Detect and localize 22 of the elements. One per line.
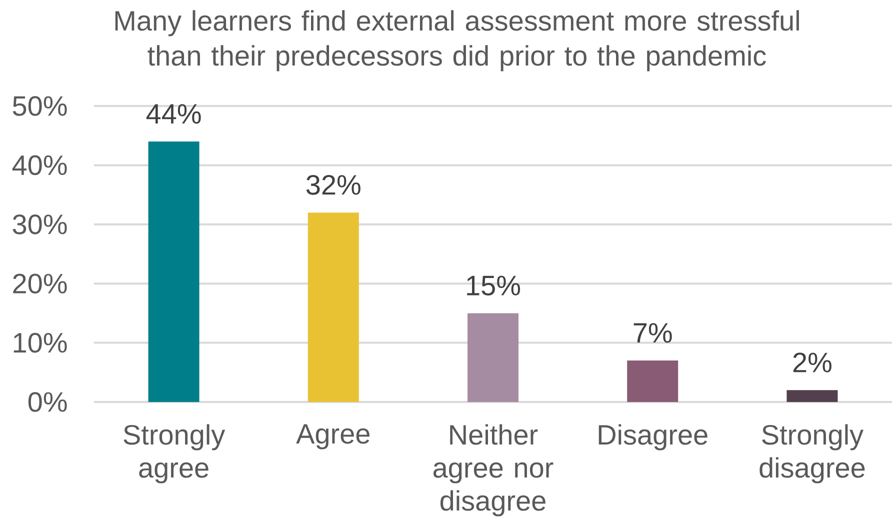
- x-tick-label: Strongly agree: [124, 424, 226, 484]
- y-tick-label: 40%: [12, 155, 67, 176]
- x-tick-label: Strongly disagree: [760, 424, 865, 484]
- data-label: 15%: [467, 276, 520, 296]
- data-label: 44%: [146, 104, 201, 124]
- y-tick-label: 0%: [28, 392, 67, 412]
- data-label: 32%: [306, 175, 360, 195]
- data-label: 2%: [793, 352, 832, 372]
- bar: [627, 360, 678, 402]
- x-tick-label: Agree: [296, 424, 370, 450]
- y-tick-label: 30%: [12, 214, 67, 234]
- x-tick-label: Disagree: [598, 424, 708, 450]
- bar: [148, 142, 200, 402]
- bar: [786, 390, 838, 402]
- y-tick-label: 10%: [14, 332, 67, 353]
- data-label: 7%: [634, 323, 672, 343]
- y-tick-label: 50%: [12, 96, 67, 116]
- y-tick-label: 20%: [13, 274, 67, 294]
- x-tick-label: Neither agree nor disagree: [433, 424, 554, 516]
- bar: [468, 313, 519, 402]
- bar: [308, 212, 359, 402]
- chart-title: Many learners find external assessment more stressful than their predecessors did prior to the pandemic: [115, 10, 799, 72]
